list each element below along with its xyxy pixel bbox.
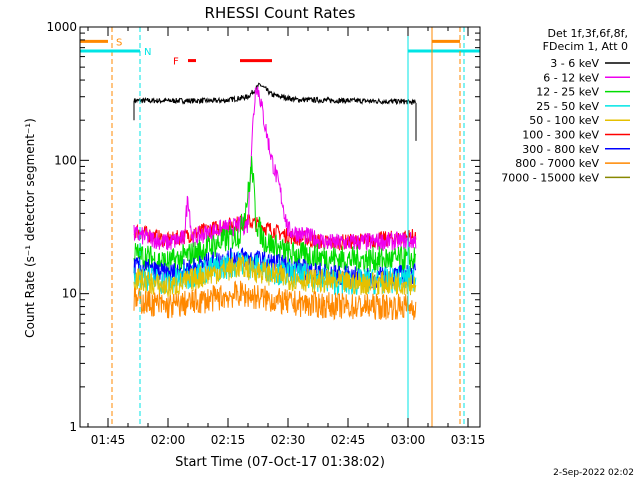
x-tick-label: 03:15 — [451, 433, 486, 447]
series-layer — [133, 82, 417, 321]
date-stamp: 2-Sep-2022 02:02 — [553, 468, 634, 478]
legend-header-0: Det 1f,3f,6f,8f, — [547, 27, 628, 40]
chart-title: RHESSI Count Rates — [205, 4, 356, 22]
series-line-3 — [133, 156, 417, 275]
legend-header-1: FDecim 1, Att 0 — [543, 40, 628, 53]
series-line-6 — [133, 255, 417, 299]
y-axis-label: Count Rate (s⁻¹ detector segment⁻¹) — [23, 118, 37, 338]
legend-label-4: 50 - 100 keV — [529, 114, 599, 127]
x-tick-label: 02:15 — [211, 433, 246, 447]
x-tick-label: 02:30 — [271, 433, 306, 447]
x-tick-label: 03:00 — [391, 433, 426, 447]
legend: Det 1f,3f,6f,8f,FDecim 1, Att 0 3 - 6 keV… — [501, 27, 630, 184]
y-tick-label: 1 — [69, 420, 77, 434]
legend-label-6: 300 - 800 keV — [522, 143, 599, 156]
legend-label-2: 12 - 25 keV — [536, 86, 599, 99]
plot-frame — [79, 26, 481, 428]
y-tick-label: 1000 — [46, 20, 77, 34]
axes-layer: 1 10 100 1000 01:45 02:00 02:15 02:30 02:45 03:00… — [46, 20, 485, 447]
flag-label-S: S — [116, 37, 122, 48]
legend-label-0: 3 - 6 keV — [550, 57, 599, 70]
legend-label-5: 100 - 300 keV — [522, 129, 599, 142]
annotation-layer: S N F — [79, 27, 480, 427]
legend-label-3: 25 - 50 keV — [536, 100, 599, 113]
x-tick-label: 02:00 — [151, 433, 186, 447]
series-line-7 — [133, 280, 417, 321]
x-tick-label: 02:45 — [331, 433, 366, 447]
flag-label-N: N — [144, 47, 151, 58]
series-line-0 — [133, 82, 416, 105]
flag-label-F: F — [173, 57, 179, 68]
x-axis-label: Start Time (07-Oct-17 01:38:02) — [175, 455, 385, 470]
series-line-2 — [133, 86, 417, 252]
legend-label-1: 6 - 12 keV — [543, 71, 599, 84]
y-tick-label: 100 — [54, 153, 77, 167]
legend-label-8: 7000 - 15000 keV — [501, 171, 599, 184]
legend-label-7: 800 - 7000 keV — [515, 157, 599, 170]
x-tick-label: 01:45 — [91, 433, 126, 447]
y-tick-label: 10 — [62, 287, 77, 301]
